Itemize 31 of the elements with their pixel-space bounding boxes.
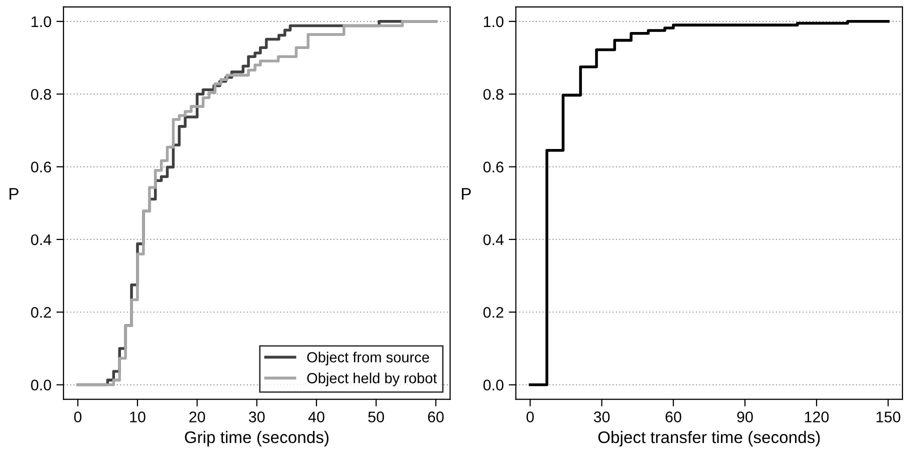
x-tick-label: 150 bbox=[876, 412, 900, 422]
y-tick-label: 1.0 bbox=[32, 16, 52, 28]
x-tick-label: 0 bbox=[74, 412, 82, 422]
y-tick-label: 0.6 bbox=[31, 162, 52, 172]
y-tick-label: 0.0 bbox=[483, 380, 504, 390]
y-tick-label: 0.8 bbox=[31, 88, 52, 100]
x-axis-title: Grip time (seconds) bbox=[184, 430, 328, 446]
x-tick-label: 50 bbox=[368, 412, 384, 422]
x-tick-label: 60 bbox=[428, 412, 444, 422]
legend-label: Object held by robot bbox=[307, 372, 437, 386]
y-tick-label: 0.4 bbox=[483, 234, 504, 246]
x-tick-label: 0 bbox=[526, 412, 534, 422]
y-tick-label: 0.8 bbox=[483, 88, 504, 100]
y-axis-title: P bbox=[462, 188, 471, 200]
x-tick-label: 10 bbox=[130, 412, 146, 422]
legend-label: Object from source bbox=[307, 352, 430, 366]
y-tick-label: 0.2 bbox=[31, 306, 51, 318]
y-tick-label: 1.0 bbox=[484, 16, 504, 28]
x-tick-label: 20 bbox=[189, 412, 206, 422]
x-tick-label: 40 bbox=[308, 412, 324, 422]
x-tick-label: 30 bbox=[248, 412, 265, 422]
x-tick-label: 30 bbox=[594, 412, 610, 422]
x-axis-title: Object transfer time (seconds) bbox=[598, 430, 820, 446]
y-tick-label: 0.4 bbox=[31, 234, 52, 246]
x-tick-label: 120 bbox=[804, 412, 829, 422]
y-tick-label: 0.2 bbox=[483, 306, 504, 318]
x-tick-label: 90 bbox=[737, 412, 753, 422]
y-tick-label: 0.6 bbox=[483, 162, 504, 172]
y-tick-label: 0.0 bbox=[31, 380, 52, 390]
x-tick-label: 60 bbox=[666, 412, 682, 422]
y-axis-title: P bbox=[10, 188, 18, 200]
